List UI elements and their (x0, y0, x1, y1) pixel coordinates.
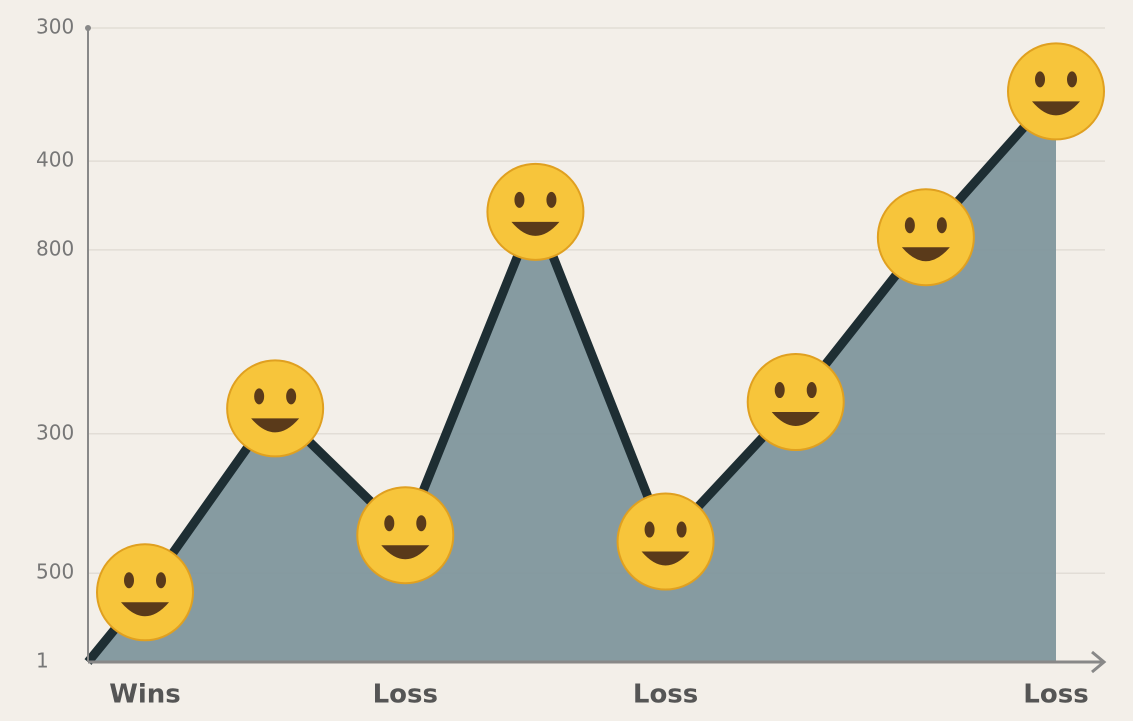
emoji-eye (936, 217, 947, 234)
emoji-eye (124, 572, 134, 589)
y-tick-label: 300 (36, 420, 74, 444)
emoji-marker (226, 359, 325, 458)
emoji-face (486, 162, 585, 261)
emoji-marker (746, 353, 845, 452)
emoji-marker (486, 162, 585, 261)
emoji-eye (156, 572, 166, 589)
y-tick-label: 1 (36, 649, 49, 673)
emoji-mouth (1032, 101, 1080, 116)
emoji-eye (384, 515, 395, 532)
emoji-marker (1007, 42, 1105, 141)
emoji-eye (546, 191, 557, 208)
emoji-mouth (771, 412, 820, 427)
y-tick-label: 400 (36, 148, 74, 172)
x-tick-label: Loss (633, 680, 698, 710)
emoji-face (226, 359, 325, 458)
y-tick-label: 500 (36, 560, 74, 584)
y-tick-label: 800 (36, 236, 74, 260)
emoji-mouth (251, 418, 300, 433)
emoji-face (356, 486, 455, 585)
emoji-mouth (901, 247, 950, 262)
emoji-eye (676, 521, 687, 538)
emoji-mouth (511, 221, 560, 236)
emoji-eye (416, 515, 427, 532)
emoji-marker (616, 492, 715, 591)
emoji-face (616, 492, 715, 591)
y-tick-label: 300 (36, 15, 74, 39)
emoji-eye (644, 521, 655, 538)
emoji-eye (806, 382, 817, 399)
emoji-marker (876, 188, 975, 287)
emoji-mouth (121, 602, 169, 617)
emoji-face (746, 353, 845, 452)
emoji-eye (904, 217, 915, 234)
emoji-eye (254, 388, 265, 405)
emoji-marker (96, 543, 194, 642)
x-tick-label: Wins (109, 680, 181, 710)
x-axis-arrow (1091, 650, 1107, 674)
x-tick-label: Loss (373, 680, 438, 710)
area-fill (88, 91, 1056, 662)
emoji-eye (1035, 71, 1045, 88)
emoji-face (1007, 42, 1105, 141)
emoji-eye (514, 191, 525, 208)
emoji-eye (774, 382, 785, 399)
emoji-mouth (641, 551, 690, 566)
emoji-marker (356, 486, 455, 585)
emoji-face (876, 188, 975, 287)
emoji-eye (286, 388, 297, 405)
emoji-face (96, 543, 194, 642)
y-axis-cap (85, 25, 91, 31)
x-tick-label: Loss (1023, 680, 1088, 710)
emoji-mouth (381, 545, 430, 560)
emoji-eye (1067, 71, 1077, 88)
